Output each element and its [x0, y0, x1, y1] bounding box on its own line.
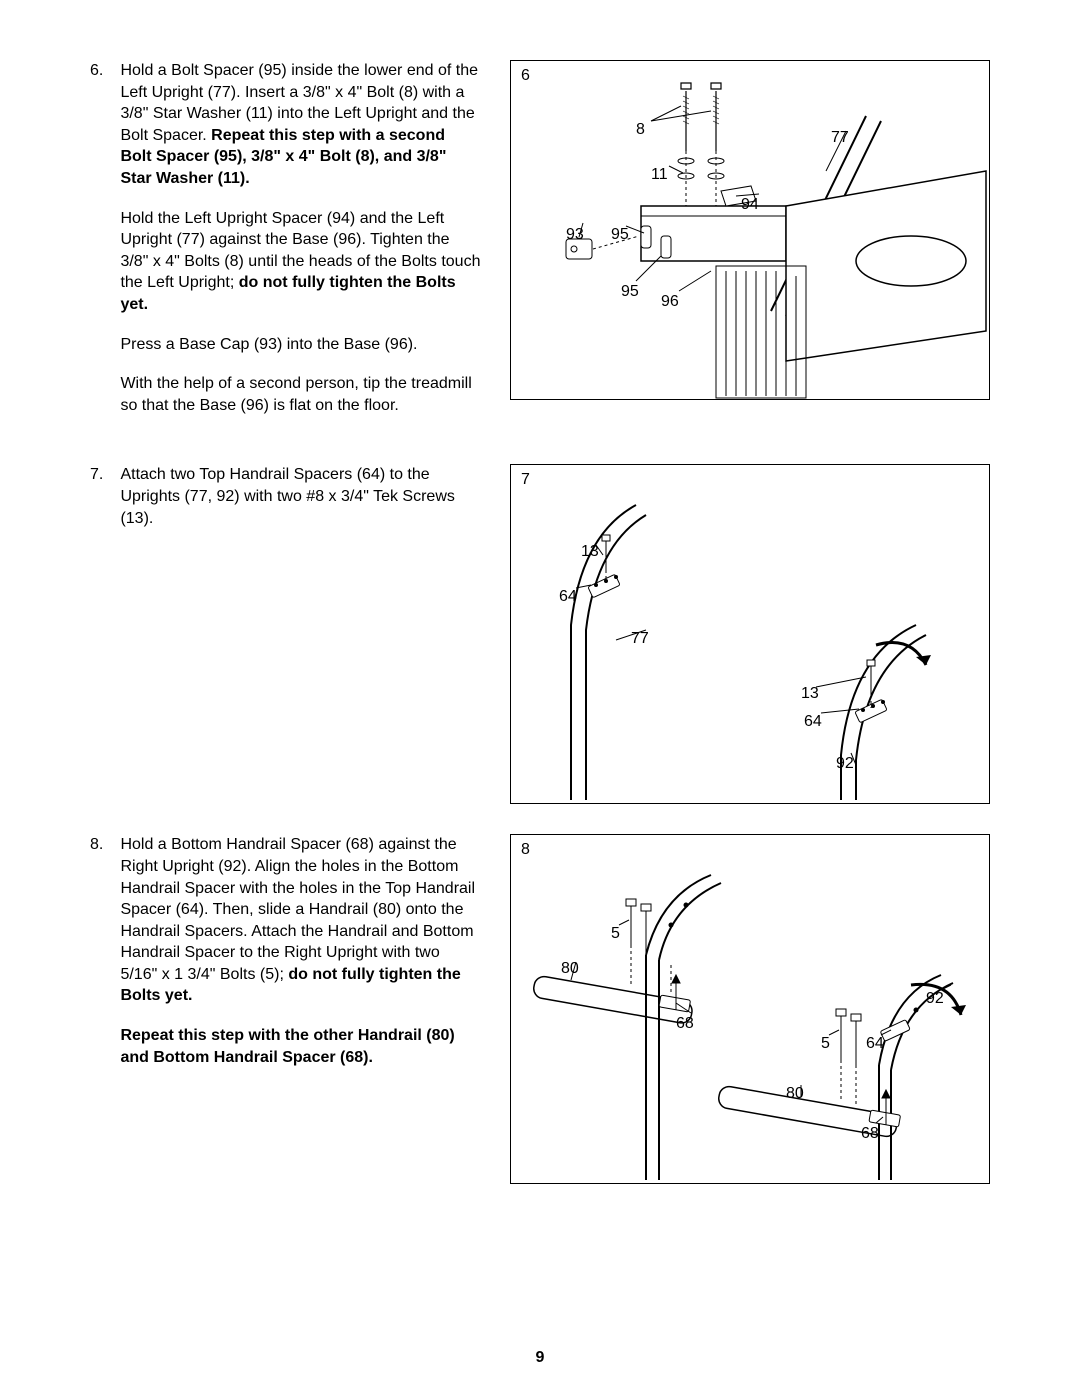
figure-7-svg: [511, 465, 991, 805]
para: Repeat this step with the other Handrail…: [120, 1025, 480, 1068]
step-7-text: 7. Attach two Top Handrail Spacers (64) …: [90, 464, 510, 547]
callout-label: 77: [631, 630, 649, 648]
para: With the help of a second person, tip th…: [120, 373, 480, 416]
callout-label: 13: [801, 685, 819, 703]
callout-label: 95: [621, 283, 639, 301]
step-8-row: 8. Hold a Bottom Handrail Spacer (68) ag…: [90, 834, 1010, 1184]
step-number: 6.: [90, 60, 116, 82]
figure-6-col: 6: [510, 60, 990, 400]
figure-8: 8: [510, 834, 990, 1184]
page-number: 9: [0, 1349, 1080, 1367]
step-8-text: 8. Hold a Bottom Handrail Spacer (68) ag…: [90, 834, 510, 1086]
step-6-text: 6. Hold a Bolt Spacer (95) inside the lo…: [90, 60, 510, 434]
para: Hold a Bottom Handrail Spacer (68) again…: [120, 834, 480, 1007]
para: Hold a Bolt Spacer (95) inside the lower…: [120, 60, 480, 190]
step-body: Hold a Bolt Spacer (95) inside the lower…: [120, 60, 480, 434]
step-number: 8.: [90, 834, 116, 856]
callout-label: 8: [636, 121, 645, 139]
callout-label: 94: [741, 196, 759, 214]
para: Attach two Top Handrail Spacers (64) to …: [120, 464, 480, 529]
para: Press a Base Cap (93) into the Base (96)…: [120, 334, 480, 356]
callout-label: 68: [861, 1125, 879, 1143]
figure-number: 8: [521, 841, 530, 859]
step-body: Attach two Top Handrail Spacers (64) to …: [120, 464, 480, 547]
callout-label: 5: [611, 925, 620, 943]
callout-label: 11: [651, 166, 668, 184]
step-body: Hold a Bottom Handrail Spacer (68) again…: [120, 834, 480, 1086]
figure-7: 7: [510, 464, 990, 804]
callout-label: 92: [836, 755, 854, 773]
figure-8-svg: [511, 835, 991, 1185]
callout-label: 80: [561, 960, 579, 978]
callout-label: 96: [661, 293, 679, 311]
para: Hold the Left Upright Spacer (94) and th…: [120, 208, 480, 316]
figure-number: 7: [521, 471, 530, 489]
callout-label: 77: [831, 129, 849, 147]
callout-label: 68: [676, 1015, 694, 1033]
step-6-row: 6. Hold a Bolt Spacer (95) inside the lo…: [90, 60, 1010, 434]
figure-7-col: 7: [510, 464, 990, 804]
figure-8-col: 8: [510, 834, 990, 1184]
callout-label: 13: [581, 543, 599, 561]
callout-label: 64: [866, 1035, 884, 1053]
callout-label: 64: [559, 588, 577, 606]
figure-number: 6: [521, 67, 530, 85]
callout-label: 80: [786, 1085, 804, 1103]
callout-label: 64: [804, 713, 822, 731]
step-number: 7.: [90, 464, 116, 486]
callout-label: 95: [611, 226, 629, 244]
manual-page: 6. Hold a Bolt Spacer (95) inside the lo…: [0, 0, 1080, 1397]
callout-label: 92: [926, 990, 944, 1008]
callout-label: 5: [821, 1035, 830, 1053]
figure-6: 6: [510, 60, 990, 400]
callout-label: 93: [566, 226, 584, 244]
step-7-row: 7. Attach two Top Handrail Spacers (64) …: [90, 464, 1010, 804]
